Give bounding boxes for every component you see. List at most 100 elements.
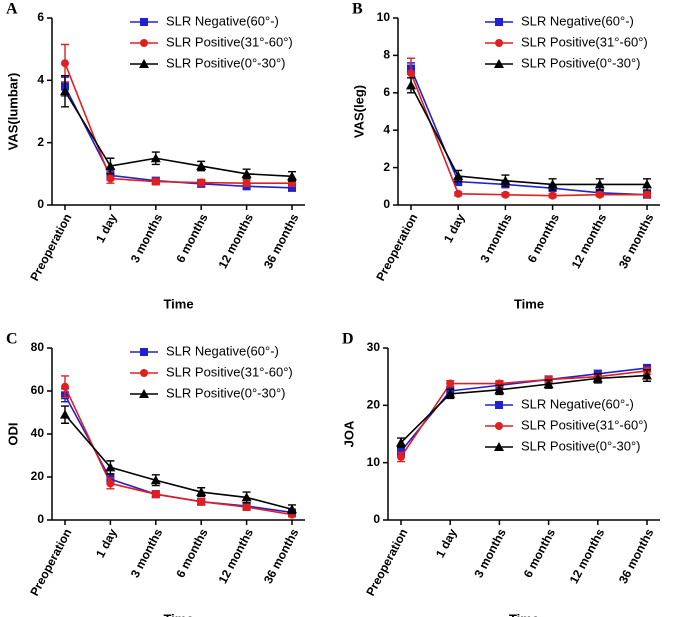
marker [642,370,652,380]
x-tick-label: 1 day [93,526,120,560]
marker [494,442,504,451]
x-axis-title: Time [514,296,544,311]
y-axis-title: ODI [5,422,20,445]
y-tick-label: 10 [367,455,381,469]
y-tick-label: 2 [383,160,390,174]
marker [495,401,503,409]
marker [106,479,115,488]
y-tick-label: 60 [31,383,45,397]
marker [445,388,456,398]
x-tick-label: Preoperation [373,211,420,283]
legend-label: SLR Positive(0°-30°) [166,55,286,70]
series-line [64,414,293,511]
marker [140,39,148,47]
x-tick-label: 12 months [567,526,608,586]
marker [61,382,69,391]
marker [287,171,297,181]
legend-label: SLR Positive(31°-60°) [166,34,293,49]
y-tick-label: 0 [37,512,44,526]
marker [105,462,116,472]
x-tick-label: 12 months [569,211,610,271]
marker [197,178,206,187]
legend-label: SLR Negative(60°-) [521,396,634,411]
y-axis-title: VAS(lumbar) [5,73,20,151]
marker [151,490,160,499]
y-tick-label: 10 [377,10,391,24]
marker [106,174,115,183]
x-axis-title: Time [163,611,193,617]
series-line [410,72,647,197]
panel-label: D [342,331,354,348]
y-tick-label: 0 [37,197,44,211]
series-line [400,370,648,458]
panel-label: A [6,1,18,18]
marker [150,153,161,163]
x-tick-label: 3 months [128,211,166,265]
series-line [410,84,647,186]
marker [454,189,463,198]
series-line [64,62,292,184]
y-tick-label: 2 [37,135,44,149]
marker [495,422,503,430]
x-tick-label: 36 months [261,526,302,586]
series-line [64,90,293,178]
marker [287,504,297,514]
x-tick-label: 3 months [477,211,515,265]
marker [196,487,207,497]
x-tick-label: Preoperation [27,211,74,283]
x-tick-label: 12 months [216,211,257,271]
marker [494,59,504,68]
marker [60,86,70,96]
y-tick-label: 6 [37,10,44,24]
marker [196,161,207,171]
x-tick-label: 36 months [616,211,657,271]
series-line [64,386,293,516]
y-tick-label: 40 [31,426,45,440]
marker [592,373,603,383]
marker [397,452,405,461]
marker [642,179,652,189]
legend-label: SLR Positive(0°-30°) [521,438,641,453]
x-tick-label: 6 months [521,526,559,580]
marker [61,59,69,68]
marker [446,379,455,388]
marker [397,447,405,456]
x-tick-label: 36 months [616,526,657,586]
x-tick-label: 12 months [216,526,257,586]
marker [406,80,416,90]
x-tick-label: 3 months [471,526,509,580]
legend-label: SLR Negative(60°-) [166,343,279,358]
legend-label: SLR Positive(31°-60°) [521,34,648,49]
marker [407,69,415,78]
y-tick-label: 20 [367,398,381,412]
marker [547,179,558,189]
marker [548,191,557,200]
y-tick-label: 8 [383,48,390,62]
marker [150,475,161,485]
marker [453,171,464,181]
marker [495,18,503,26]
legend-label: SLR Negative(60°-) [521,13,634,28]
marker [643,190,651,199]
panel-label: B [352,1,363,18]
marker [140,369,148,377]
marker [60,409,70,419]
marker [241,492,252,502]
legend-label: SLR Negative(60°-) [166,13,279,28]
x-tick-label: 1 day [441,211,468,245]
y-axis-title: JOA [341,420,356,447]
x-tick-label: 6 months [173,211,211,265]
marker [242,179,251,188]
marker [242,503,251,512]
marker [197,497,206,506]
marker [396,437,406,447]
marker [105,161,116,171]
y-tick-label: 80 [31,340,45,354]
marker [151,177,160,186]
marker [495,39,503,47]
legend-label: SLR Positive(31°-60°) [166,364,293,379]
marker [500,175,511,185]
marker [139,389,149,398]
panel-label: C [6,331,18,348]
